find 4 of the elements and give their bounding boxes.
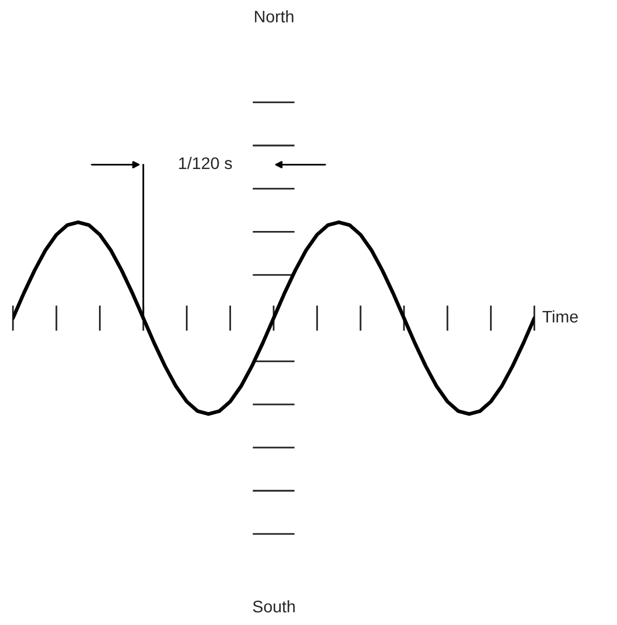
text: North <box>254 10 294 22</box>
text: 1/120 s <box>179 156 232 170</box>
text: South <box>252 600 295 612</box>
x-axis-title: Time <box>542 310 578 323</box>
